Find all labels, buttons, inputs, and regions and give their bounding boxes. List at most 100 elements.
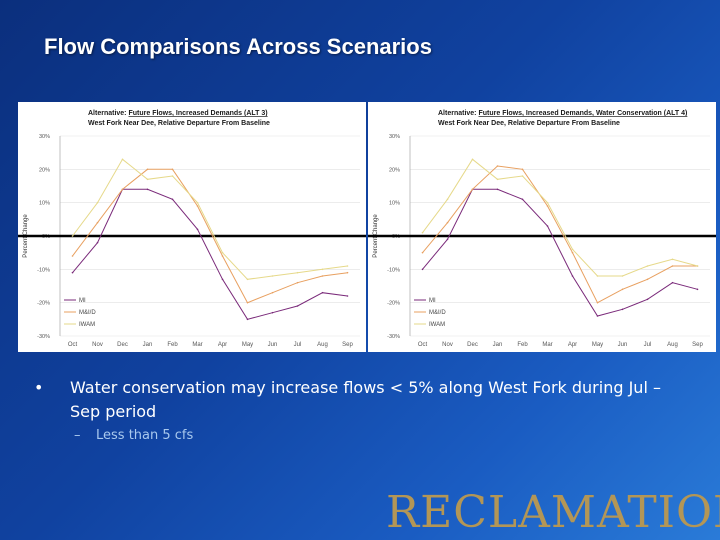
x-tick-label: May <box>592 342 603 348</box>
data-point <box>321 275 324 277</box>
legend-label: M&I/D <box>429 310 446 316</box>
series-line-2 <box>422 158 698 277</box>
y-tick-label: -10% <box>37 267 50 273</box>
data-point <box>571 275 574 277</box>
sub-bullet-item: – Less than 5 cfs <box>74 426 674 446</box>
data-point <box>121 188 124 191</box>
x-tick-label: Feb <box>517 342 528 348</box>
chart-title-prefix: Alternative: <box>88 110 128 117</box>
x-tick-label: Jan <box>493 342 503 348</box>
data-point <box>621 275 624 277</box>
sub-bullet-marker: – <box>74 428 81 443</box>
data-point <box>171 198 174 201</box>
y-tick-label: 20% <box>389 167 400 173</box>
y-tick-label: -20% <box>37 301 50 307</box>
x-tick-label: Dec <box>467 342 478 348</box>
y-tick-label: -30% <box>37 334 50 340</box>
y-tick-label: 10% <box>39 201 50 207</box>
bullet-item: • Water conservation may increase flows … <box>34 376 674 424</box>
data-point <box>271 275 274 277</box>
y-tick-label: -10% <box>387 267 400 273</box>
legend-label: M&I/D <box>79 310 96 316</box>
data-point <box>471 158 474 161</box>
x-tick-label: Nov <box>442 342 453 348</box>
data-point <box>196 228 199 231</box>
data-point <box>671 265 674 267</box>
data-point <box>546 225 549 227</box>
series-line-0 <box>422 188 698 317</box>
data-point <box>446 221 449 224</box>
data-point <box>646 278 649 281</box>
legend-label: IWAM <box>79 322 95 328</box>
legend-label: MI <box>79 298 86 304</box>
data-point <box>621 288 624 291</box>
data-point <box>221 251 224 254</box>
x-tick-label: Sep <box>342 342 353 348</box>
data-point <box>596 301 599 304</box>
data-point <box>421 251 424 254</box>
x-tick-label: Mar <box>192 342 202 348</box>
data-point <box>146 178 149 181</box>
y-tick-label: 30% <box>389 134 400 140</box>
chart-title: Alternative: Future Flows, Increased Dem… <box>88 110 268 117</box>
data-point <box>446 198 449 201</box>
data-point <box>521 198 524 201</box>
slide-title: Flow Comparisons Across Scenarios <box>44 34 432 59</box>
sub-bullet-text: Less than 5 cfs <box>96 428 194 443</box>
y-tick-label: -30% <box>387 334 400 340</box>
data-point <box>171 175 174 177</box>
data-point <box>471 188 474 191</box>
series-line-1 <box>422 165 698 304</box>
data-point <box>496 188 499 191</box>
data-point <box>196 205 199 207</box>
data-point <box>121 158 124 161</box>
chart-title-main: Future Flows, Increased Demands (ALT 3) <box>128 110 267 117</box>
data-point <box>346 265 349 267</box>
y-tick-label: 30% <box>39 134 50 140</box>
data-point <box>596 275 599 277</box>
data-point <box>196 201 199 204</box>
series-line-0 <box>72 188 348 320</box>
data-point <box>571 251 574 254</box>
data-point <box>296 281 299 284</box>
data-point <box>546 205 549 207</box>
chart-subtitle: West Fork Near Dee, Relative Departure F… <box>438 120 620 127</box>
chart-alt4-svg: Alternative: Future Flows, Increased Dem… <box>368 110 716 348</box>
data-point <box>346 271 349 274</box>
x-tick-label: Jul <box>644 342 652 348</box>
x-tick-label: Jul <box>294 342 302 348</box>
data-point <box>146 168 149 171</box>
data-point <box>71 271 74 274</box>
y-tick-label: 20% <box>39 167 50 173</box>
x-tick-label: Jun <box>618 342 628 348</box>
chart-alt3: Alternative: Future Flows, Increased Dem… <box>18 102 366 352</box>
data-point <box>71 255 74 257</box>
x-tick-label: Mar <box>542 342 552 348</box>
data-point <box>421 268 424 271</box>
data-point <box>96 201 99 204</box>
data-point <box>246 318 249 321</box>
x-tick-label: Apr <box>218 342 227 348</box>
data-point <box>521 175 524 177</box>
data-point <box>446 238 449 241</box>
data-point <box>246 301 249 304</box>
chart-alt3-svg: Alternative: Future Flows, Increased Dem… <box>18 110 366 348</box>
data-point <box>671 258 674 261</box>
data-point <box>646 298 649 301</box>
chart-title-prefix: Alternative: <box>438 110 478 117</box>
data-point <box>696 265 699 267</box>
x-tick-label: Jun <box>268 342 278 348</box>
x-tick-label: Aug <box>317 342 328 348</box>
x-tick-label: Oct <box>418 342 428 348</box>
data-point <box>421 231 424 234</box>
data-point <box>171 168 174 171</box>
x-tick-label: Aug <box>667 342 678 348</box>
y-tick-label: -20% <box>387 301 400 307</box>
data-point <box>296 305 299 307</box>
x-tick-label: Jan <box>143 342 153 348</box>
data-point <box>646 265 649 267</box>
x-tick-label: Feb <box>167 342 178 348</box>
data-point <box>221 278 224 281</box>
x-tick-label: Nov <box>92 342 103 348</box>
chart-subtitle: West Fork Near Dee, Relative Departure F… <box>88 120 270 127</box>
